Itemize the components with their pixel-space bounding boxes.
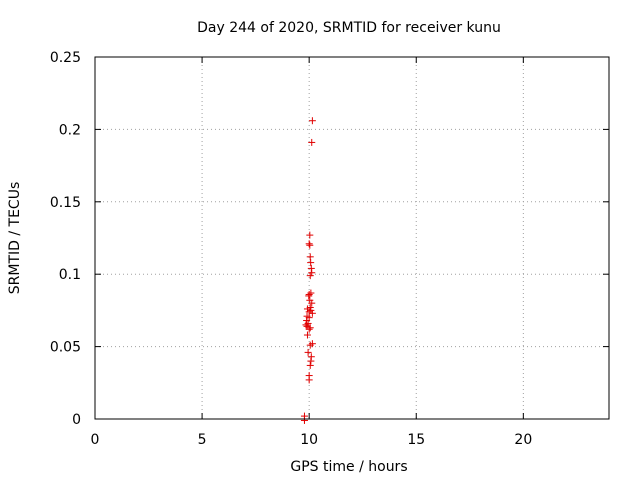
x-tick-label: 5	[198, 432, 207, 448]
data-point	[306, 241, 314, 249]
data-point	[305, 376, 313, 384]
chart-title: Day 244 of 2020, SRMTID for receiver kun…	[197, 20, 501, 36]
x-axis-label: GPS time / hours	[290, 459, 407, 475]
data-point	[307, 306, 315, 314]
data-point	[305, 240, 313, 248]
data-point	[306, 231, 314, 239]
data-point	[305, 325, 313, 333]
data-point	[308, 309, 316, 317]
data-points	[300, 117, 316, 424]
data-point	[308, 138, 316, 146]
x-tick-label: 20	[514, 432, 532, 448]
data-point	[308, 269, 316, 277]
data-point	[308, 117, 316, 125]
data-point	[308, 299, 316, 307]
y-tick-label: 0	[72, 412, 81, 428]
data-point	[304, 348, 312, 356]
x-tick-label: 15	[407, 432, 425, 448]
axis-ticks: 0 5 10 15 20 0 0.05 0.1 0.15 0.2 0.25	[50, 50, 609, 448]
data-point	[306, 324, 314, 332]
data-point	[307, 357, 315, 365]
data-point	[306, 272, 314, 280]
data-point	[300, 416, 308, 424]
data-point	[303, 305, 311, 313]
data-point	[306, 361, 314, 369]
y-tick-label: 0.2	[59, 122, 81, 138]
x-tick-label: 10	[300, 432, 318, 448]
grid-lines	[95, 57, 609, 419]
data-point	[305, 292, 313, 300]
x-tick-label: 0	[91, 432, 100, 448]
y-tick-label: 0.25	[50, 50, 81, 66]
data-point	[307, 259, 315, 267]
y-tick-label: 0.05	[50, 340, 81, 356]
y-tick-label: 0.1	[59, 267, 81, 283]
data-point	[302, 321, 310, 329]
data-point	[303, 331, 311, 339]
data-point	[306, 341, 314, 349]
y-tick-label: 0.15	[50, 195, 81, 211]
plot-frame	[94, 56, 610, 420]
y-axis-label: SRMTID / TECUs	[7, 182, 23, 295]
